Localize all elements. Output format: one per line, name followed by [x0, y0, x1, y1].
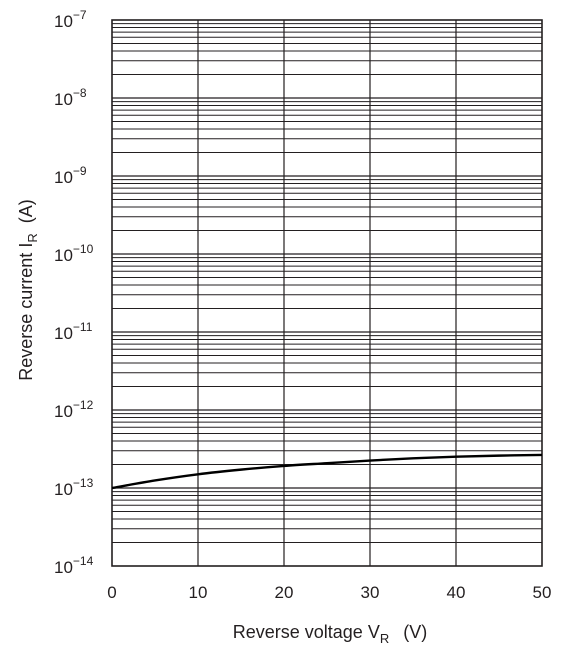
x-tick-label: 20 — [275, 583, 294, 602]
y-tick-label: 10−13 — [54, 476, 94, 499]
y-tick-exponent: −8 — [73, 86, 87, 100]
x-tick-label: 10 — [189, 583, 208, 602]
y-axis-label: Reverse current IR(A) — [16, 199, 40, 380]
y-axis-label-subscript: R — [25, 233, 40, 242]
y-tick-base: 10 — [54, 558, 73, 577]
x-tick-label: 50 — [533, 583, 552, 602]
x-tick-label: 40 — [447, 583, 466, 602]
y-tick-label: 10−8 — [54, 86, 87, 109]
x-tick-label: 30 — [361, 583, 380, 602]
y-tick-base: 10 — [54, 480, 73, 499]
x-axis-label: Reverse voltage VR (V) — [233, 622, 428, 646]
y-tick-exponent: −11 — [73, 320, 93, 334]
x-axis-label-subscript: R — [380, 631, 389, 646]
x-tick-label: 0 — [107, 583, 116, 602]
x-tick-labels: 0 10 20 30 40 50 — [107, 583, 551, 602]
y-tick-exponent: −10 — [73, 242, 94, 256]
y-tick-label: 10−14 — [54, 554, 94, 577]
y-tick-base: 10 — [54, 246, 73, 265]
plot-area — [111, 19, 543, 567]
y-tick-label: 10−7 — [54, 8, 87, 31]
y-tick-label: 10−11 — [54, 320, 93, 343]
y-tick-exponent: −7 — [73, 8, 87, 22]
y-tick-exponent: −14 — [73, 554, 94, 568]
y-tick-base: 10 — [54, 168, 73, 187]
series-line — [111, 453, 543, 490]
y-tick-exponent: −12 — [73, 398, 94, 412]
y-tick-label: 10−10 — [54, 242, 94, 265]
y-tick-base: 10 — [54, 402, 73, 421]
plot-frame — [111, 19, 543, 567]
y-tick-exponent: −9 — [73, 164, 87, 178]
y-tick-base: 10 — [54, 12, 73, 31]
y-tick-label: 10−12 — [54, 398, 94, 421]
y-tick-base: 10 — [54, 90, 73, 109]
y-tick-exponent: −13 — [73, 476, 94, 490]
y-tick-label: 10−9 — [54, 164, 87, 187]
y-tick-base: 10 — [54, 324, 73, 343]
